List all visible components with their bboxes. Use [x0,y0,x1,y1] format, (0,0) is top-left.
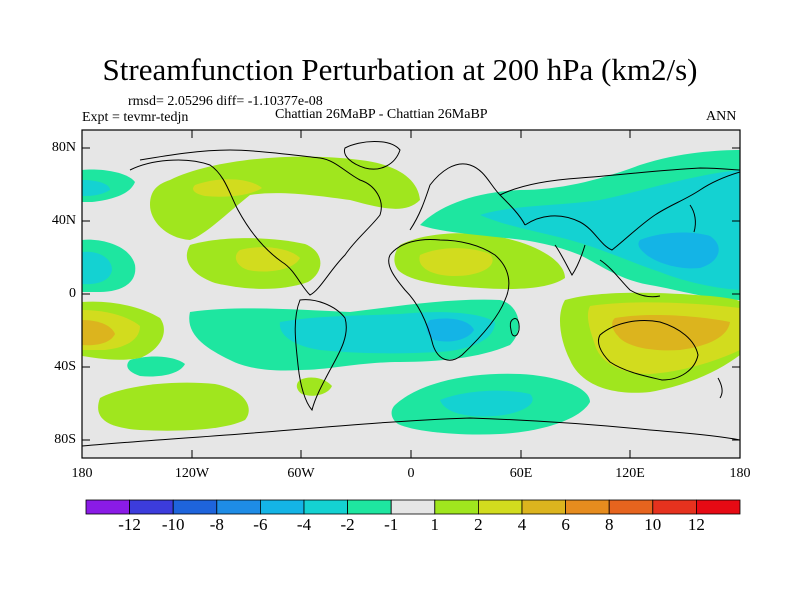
lon-tick-label: 60E [509,466,533,481]
coast-europe [409,163,526,231]
lat-tick-label: 40S [54,359,76,374]
coast-antarctica [82,417,740,447]
experiment-label: Expt = tevmr-tedjn [82,110,189,125]
colorbar-swatch [696,499,741,515]
contour-positive-north-america-core [235,247,300,272]
coast-new-zealand [717,377,723,399]
coast-madagascar [509,317,520,337]
colorbar-label: 1 [430,515,440,534]
comparison-label: Chattian 26MaBP - Chattian 26MaBP [275,107,488,122]
colorbar-label: -8 [209,515,224,534]
colorbar-swatch [434,499,479,515]
coast-india [554,244,586,276]
chart-title: Streamfunction Perturbation at 200 hPa (… [102,52,698,87]
colorbar-swatch [608,499,654,515]
contour-positive-australia-core [612,315,730,351]
colorbar-swatch [85,499,130,515]
lon-tick-label: 120E [615,466,645,481]
colorbar-swatch [303,499,348,515]
contour-fills [82,150,740,435]
period-label: ANN [706,109,737,124]
lat-tick-label: 80N [51,140,76,155]
colorbar-label: -2 [340,515,355,534]
coast-japan [689,204,696,233]
coast-southeast-asia [599,259,661,298]
coastlines [82,141,740,447]
lon-tick-label: 180 [729,466,751,481]
colorbar-label: 2 [474,515,483,534]
contour-negative-south-pacific-small [127,356,185,377]
contour-positive-dateline-core [82,320,115,346]
coast-north-america [129,149,382,296]
tick-marks [82,130,740,458]
lat-tick-label: 80S [54,432,76,447]
contour-positive-north-pacific [150,156,420,240]
colorbar-swatch [216,499,261,515]
contour-positive-north-africa-core [419,248,493,276]
colorbar-label: -6 [253,515,268,534]
colorbar-swatch [521,499,566,515]
lon-tick-label: 60W [287,466,315,481]
colorbar-label: 12 [687,515,705,534]
stats-text: rmsd= 2.05296 diff= -1.10377e-08 [128,94,323,109]
colorbar-swatch [129,499,174,515]
lon-tick-label: 120W [174,466,210,481]
contour-positive-south-pacific [98,382,249,431]
colorbar-label: 4 [517,515,527,534]
colorbar-swatch [347,499,392,515]
contour-negative-south-belt-core [426,318,474,342]
colorbar-label: -12 [118,515,141,534]
coast-africa [388,239,510,361]
coast-south-america [294,299,347,412]
lon-tick-label: 180 [71,466,93,481]
contour-negative-northwest-core [82,180,110,196]
colorbar-label: 10 [644,515,662,534]
colorbar-swatch [259,499,305,515]
coast-australia [597,320,699,381]
lon-tick-label: 0 [407,466,415,481]
colorbar-label: -10 [161,515,185,534]
colorbar-label: 8 [604,515,614,534]
coast-asia-north [499,167,740,196]
colorbar-swatch [565,499,610,515]
contour-negative-west-edge-core [82,251,112,285]
coast-asia [524,171,740,251]
contour-negative-eurasia-core [638,232,719,269]
colorbar-swatch [172,499,218,515]
colorbar-swatch [477,499,523,515]
lat-tick-label: 40N [51,213,76,228]
coast-greenland [343,141,401,170]
colorbar-swatch [390,499,436,515]
colorbar-swatch [652,499,697,515]
colorbar-label: -4 [296,515,312,534]
lat-tick-label: 0 [69,286,76,301]
colorbar-label: 6 [561,515,570,534]
colorbar [85,499,741,515]
colorbar-label: -1 [384,515,399,534]
contour-negative-southern-ocean-core [440,390,533,417]
